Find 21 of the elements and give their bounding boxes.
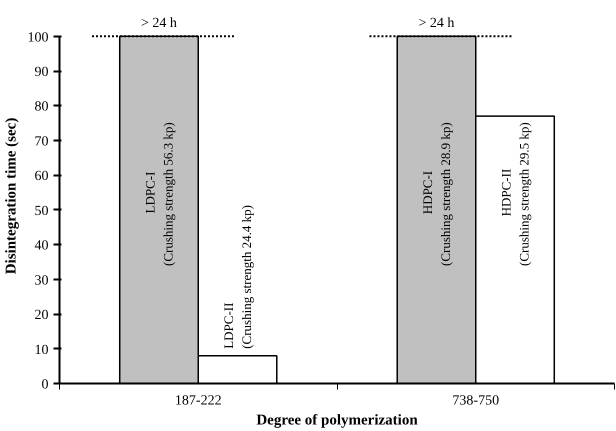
annotation: > 24 h — [141, 16, 177, 32]
y-tick-label: 0 — [42, 378, 48, 392]
data-label: LDPC-I (Crushing strength 56.3 kp) — [142, 122, 176, 266]
x-tick-label: 738-750 — [452, 394, 500, 408]
y-tick-label: 90 — [34, 65, 48, 80]
annotation: > 24 h — [418, 16, 454, 32]
y-tick-label: 60 — [34, 169, 48, 184]
x-tick-label: 187-222 — [174, 394, 222, 408]
y-tick-label: 80 — [34, 100, 48, 115]
y-tick-label: 30 — [34, 273, 48, 288]
y-axis-title: Disintegration time (sec) — [4, 118, 20, 274]
x-axis-title: Degree of polymerization — [256, 412, 418, 428]
y-tick-label: 20 — [34, 308, 48, 324]
data-label: HDPC-I (Crushing strength 28.9 kp) — [420, 122, 453, 266]
data-label: LDPC-II (Crushing strength 24.4 kp) — [221, 205, 254, 349]
y-tick-label: 40 — [34, 238, 48, 254]
y-tick-label: 100 — [28, 30, 48, 46]
y-tick-label: 10 — [34, 342, 48, 358]
data-label: HDPC-II (Crushing strength 29.5 kp) — [498, 122, 532, 266]
y-tick-label: 70 — [34, 134, 48, 150]
y-tick-label: 50 — [34, 204, 48, 219]
